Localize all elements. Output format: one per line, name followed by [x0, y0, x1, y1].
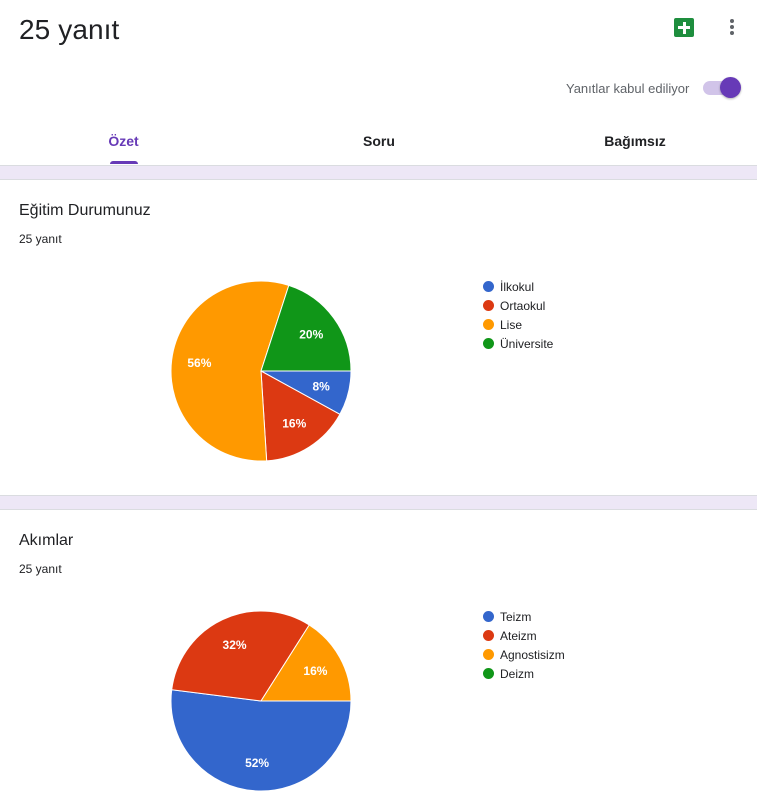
question-card-akimlar: Akımlar 25 yanıt 52% 32% 16% Teizm Ateizm Ag…: [0, 510, 757, 805]
more-vert-icon[interactable]: [724, 16, 740, 38]
toggle-thumb: [720, 77, 741, 98]
accepting-responses-toggle[interactable]: [701, 77, 741, 98]
legend-swatch: [483, 668, 494, 679]
active-tab-indicator: [110, 161, 138, 164]
pie-label-ortaokul: 16%: [282, 416, 306, 430]
pie-chart: 8% 16% 56% 20%: [170, 280, 352, 462]
legend-swatch: [483, 630, 494, 641]
legend-swatch: [483, 611, 494, 622]
pie-label-ateizm: 32%: [223, 638, 247, 652]
legend-label: Deizm: [500, 666, 535, 681]
summary-header: 25 yanıt Yanıtlar kabul ediliyor Özet So…: [0, 0, 757, 165]
legend-swatch: [483, 338, 494, 349]
accepting-responses-label: Yanıtlar kabul ediliyor: [566, 81, 690, 96]
chart-legend: Teizm Ateizm Agnostisizm Deizm: [483, 607, 565, 683]
pie-slice-agnostisizm: [260, 624, 352, 702]
legend-item-lise: Lise: [483, 315, 553, 334]
legend-label: Teizm: [500, 609, 532, 624]
legend-item-ateizm: Ateizm: [483, 626, 565, 645]
legend-label: Agnostisizm: [500, 647, 565, 662]
pie-label-agnostisizm: 16%: [303, 664, 327, 678]
tab-soru[interactable]: Soru: [363, 133, 395, 149]
pie-label-lise: 56%: [187, 356, 211, 370]
legend-item-universite: Üniversite: [483, 334, 553, 353]
pie-chart: 52% 32% 16%: [170, 610, 352, 792]
legend-label: Ortaokul: [500, 298, 546, 313]
legend-item-ortaokul: Ortaokul: [483, 296, 553, 315]
legend-item-teizm: Teizm: [483, 607, 565, 626]
pie-label-teizm: 52%: [245, 756, 269, 770]
question-card-egitim: Eğitim Durumunuz 25 yanıt 8% 16% 56% 20% İl…: [0, 180, 757, 495]
google-sheets-icon[interactable]: [674, 18, 694, 37]
pie-slice-ortaokul: [260, 370, 341, 462]
section-divider: [0, 495, 757, 510]
tab-ozet[interactable]: Özet: [108, 133, 139, 149]
response-count: 25 yanıt: [19, 232, 62, 246]
legend-item-ilkokul: İlkokul: [483, 277, 553, 296]
page-title: 25 yanıt: [19, 14, 120, 45]
tab-bagimsiz[interactable]: Bağımsız: [604, 133, 666, 149]
pie-label-ilkokul: 8%: [312, 379, 330, 393]
legend-swatch: [483, 649, 494, 660]
response-count: 25 yanıt: [19, 562, 62, 576]
legend-label: Ateizm: [500, 628, 537, 643]
pie-slice-lise: [170, 280, 290, 462]
legend-label: Üniversite: [500, 336, 554, 351]
pie-label-universite: 20%: [299, 327, 323, 341]
legend-swatch: [483, 319, 494, 330]
question-title: Akımlar: [19, 532, 74, 549]
legend-swatch: [483, 300, 494, 311]
question-title: Eğitim Durumunuz: [19, 202, 151, 219]
legend-item-agnostisizm: Agnostisizm: [483, 645, 565, 664]
section-divider: [0, 165, 757, 180]
legend-label: İlkokul: [500, 279, 535, 294]
legend-swatch: [483, 281, 494, 292]
legend-label: Lise: [500, 317, 523, 332]
pie-slice-teizm: [170, 689, 352, 792]
legend-item-deizm: Deizm: [483, 664, 565, 683]
chart-legend: İlkokul Ortaokul Lise Üniversite: [483, 277, 553, 353]
pie-slice-universite: [260, 284, 352, 372]
